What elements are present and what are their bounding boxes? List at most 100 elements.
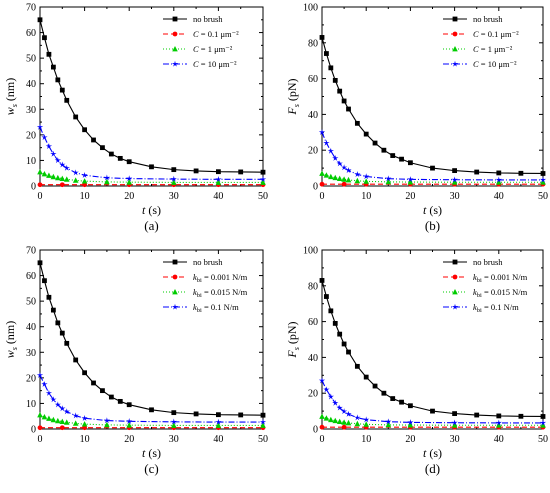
data-point bbox=[363, 416, 370, 423]
data-point bbox=[327, 147, 334, 154]
legend: no brush C = 0.1 μm⁻² C = 1 μm⁻² C = 10 μm⁻… bbox=[163, 14, 239, 69]
y-tick-label: 40 bbox=[26, 79, 36, 90]
data-point bbox=[451, 176, 458, 183]
series-1 bbox=[319, 278, 546, 419]
data-point bbox=[354, 414, 361, 421]
data-point bbox=[72, 169, 79, 176]
legend-marker bbox=[451, 303, 459, 310]
data-point bbox=[341, 181, 347, 187]
data-point bbox=[319, 424, 325, 430]
data-point bbox=[126, 175, 133, 182]
x-tick-label: 0 bbox=[320, 434, 325, 445]
y-tick-label: 20 bbox=[308, 389, 318, 400]
data-point bbox=[215, 418, 222, 425]
x-tick-label: 20 bbox=[124, 191, 134, 202]
legend-marker bbox=[452, 16, 458, 22]
series-line bbox=[39, 19, 264, 173]
x-tick-label: 30 bbox=[450, 434, 460, 445]
data-point bbox=[63, 164, 70, 171]
y-axis-label: Fs (pN) bbox=[285, 78, 301, 115]
legend-marker bbox=[452, 274, 458, 280]
x-tick-label: 10 bbox=[80, 191, 90, 202]
data-point bbox=[37, 411, 43, 418]
data-point bbox=[72, 420, 79, 426]
data-point bbox=[474, 412, 480, 418]
legend-marker bbox=[452, 31, 458, 37]
data-point bbox=[55, 77, 61, 83]
data-point bbox=[337, 88, 343, 94]
y-tick-label: 30 bbox=[26, 348, 36, 359]
data-point bbox=[345, 176, 352, 183]
data-point bbox=[319, 181, 325, 187]
data-point bbox=[345, 419, 352, 426]
legend-label: no brush bbox=[193, 257, 223, 267]
data-point bbox=[336, 404, 343, 411]
y-tick-label: 0 bbox=[31, 425, 36, 436]
legend-label: no brush bbox=[193, 14, 223, 24]
series-line bbox=[39, 414, 263, 426]
x-tick-label: 20 bbox=[405, 434, 415, 445]
data-point bbox=[171, 410, 177, 416]
legend-marker bbox=[172, 16, 178, 22]
data-point bbox=[363, 421, 369, 427]
data-point bbox=[238, 169, 244, 175]
y-tick-label: 100 bbox=[303, 3, 318, 14]
data-point bbox=[59, 87, 65, 93]
data-point bbox=[41, 170, 48, 177]
data-point bbox=[385, 178, 392, 185]
data-point bbox=[341, 98, 347, 104]
data-point bbox=[332, 399, 339, 406]
x-tick-label: 30 bbox=[450, 191, 460, 202]
data-point bbox=[451, 422, 458, 428]
data-point bbox=[323, 139, 330, 146]
data-point bbox=[390, 153, 396, 158]
data-point bbox=[170, 175, 177, 182]
panel-label: (d) bbox=[425, 461, 440, 476]
legend-marker bbox=[172, 31, 178, 37]
y-tick-label: 40 bbox=[26, 322, 36, 333]
data-point bbox=[518, 170, 524, 176]
data-point bbox=[72, 177, 79, 183]
y-tick-label: 70 bbox=[26, 246, 36, 257]
x-tick-label: 50 bbox=[538, 434, 548, 445]
data-point bbox=[318, 377, 326, 384]
data-point bbox=[42, 278, 47, 284]
series-line bbox=[39, 262, 264, 416]
legend-marker bbox=[171, 303, 179, 310]
data-point bbox=[327, 393, 334, 400]
series-line bbox=[39, 375, 263, 423]
x-tick-label: 50 bbox=[258, 191, 268, 202]
legend-marker bbox=[452, 289, 458, 295]
data-point bbox=[259, 176, 267, 183]
data-point bbox=[215, 176, 222, 183]
y-tick-label: 0 bbox=[313, 425, 318, 436]
y-tick-label: 50 bbox=[26, 297, 36, 308]
data-point bbox=[346, 106, 351, 112]
legend: no brush kbi = 0.001 N/m kbi = 0.015 N/m kb… bbox=[163, 257, 248, 314]
data-point bbox=[46, 415, 52, 421]
data-point bbox=[495, 176, 502, 183]
data-point bbox=[37, 260, 43, 266]
y-tick-label: 20 bbox=[26, 130, 36, 141]
legend-marker bbox=[452, 259, 458, 265]
data-point bbox=[381, 147, 387, 153]
data-point bbox=[59, 175, 66, 181]
data-point bbox=[59, 425, 65, 431]
data-point bbox=[215, 179, 222, 185]
data-point bbox=[59, 405, 66, 412]
chart-panel-1: 0 10 20 30 40 50 0 10 20 30 40 50 60 70 t (s) ws (nm) (a… bbox=[3, 3, 268, 234]
data-point bbox=[73, 357, 79, 363]
data-point bbox=[336, 175, 343, 182]
series-1 bbox=[37, 17, 266, 175]
data-point bbox=[55, 417, 61, 424]
data-point bbox=[72, 412, 79, 419]
data-point bbox=[50, 150, 57, 157]
data-point bbox=[63, 419, 70, 425]
data-point bbox=[372, 140, 378, 146]
data-point bbox=[341, 424, 347, 430]
data-point bbox=[328, 173, 334, 180]
data-point bbox=[149, 407, 154, 413]
data-point bbox=[323, 172, 330, 178]
x-axis-label: t (s) bbox=[423, 203, 442, 217]
data-point bbox=[100, 145, 105, 151]
